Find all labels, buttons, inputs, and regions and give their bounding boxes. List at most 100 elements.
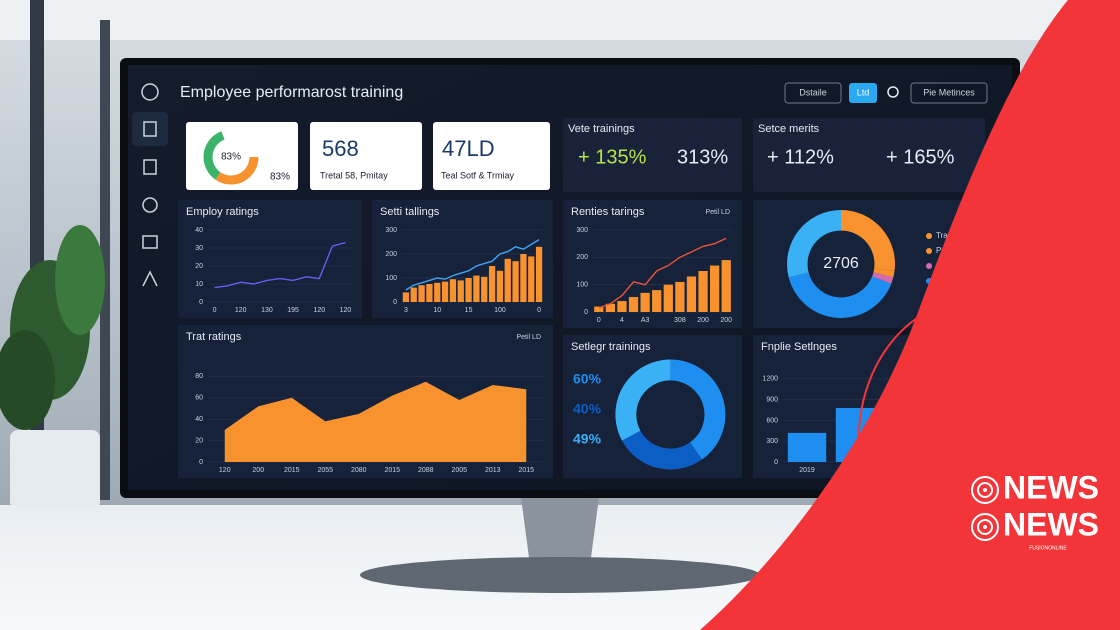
bar [449, 279, 457, 302]
button[interactable] [910, 82, 988, 104]
y-tick-label: 0 [774, 459, 778, 466]
bar [488, 266, 496, 302]
line [405, 239, 540, 291]
bar [686, 276, 697, 312]
x-tick-label: 120 [219, 467, 231, 474]
chart-title: Trat ratings [186, 331, 242, 343]
chart-filter[interactable]: Petil LD [516, 334, 541, 341]
x-tick-label: 2015 [518, 467, 534, 474]
chart-panel [178, 200, 362, 318]
kpi-value: 568 [322, 136, 359, 161]
stat-value: + 112% [767, 146, 834, 168]
y-tick-label: 0 [584, 309, 588, 316]
bar [721, 260, 731, 312]
chart-filter[interactable]: Petil LD [705, 209, 730, 216]
bar [528, 256, 535, 302]
x-tick-label: 10 [433, 307, 441, 314]
y-tick-label: 300 [576, 227, 588, 234]
dashboard-title: Employee performarost training [180, 84, 403, 101]
bar [628, 296, 639, 312]
nav-icon[interactable] [143, 159, 157, 175]
y-tick-label: 300 [385, 227, 397, 234]
y-tick-label: 0 [199, 459, 203, 466]
y-tick-label: 100 [576, 282, 588, 289]
x-tick-label: 2019 [799, 467, 815, 474]
line [214, 241, 346, 289]
logo-tagline: FUSIONONLINE [1029, 545, 1067, 551]
chart-title: Fnplie Setlnges [761, 341, 837, 353]
x-tick-label: 2080 [351, 467, 367, 474]
bar [496, 270, 504, 302]
bar [698, 271, 708, 312]
bar [594, 306, 604, 312]
bar [504, 258, 511, 302]
x-tick-label: 120 [313, 307, 325, 314]
logo-text: NEWS [1003, 506, 1099, 542]
ceiling [0, 0, 1120, 40]
button[interactable] [849, 83, 877, 103]
monitor-stand [520, 490, 600, 565]
bar [402, 292, 410, 302]
x-tick-label: 3 [404, 307, 408, 314]
bar [605, 303, 616, 312]
stat-value: + 165% [886, 146, 955, 168]
gauge [203, 129, 259, 185]
y-tick-label: 100 [385, 275, 397, 282]
x-tick-label: 200 [720, 317, 732, 324]
bar [512, 261, 519, 302]
bar [640, 292, 650, 312]
button[interactable] [784, 82, 842, 104]
bar [617, 301, 627, 312]
stat-value: 313% [677, 146, 728, 168]
x-tick-label: 2015 [284, 467, 300, 474]
gauge [203, 129, 259, 185]
pie-slice [787, 210, 841, 278]
nav-icon[interactable] [142, 235, 158, 249]
bar [441, 281, 449, 302]
button-label: Pie Metinces [923, 87, 975, 97]
x-tick-label: 308 [674, 317, 686, 324]
pie-slice [788, 272, 892, 318]
x-tick-label: 2055 [317, 467, 333, 474]
button-label: Dstaile [799, 87, 827, 97]
x-tick-label: 200 [252, 467, 264, 474]
bar [675, 281, 685, 312]
bar [410, 287, 417, 302]
nav-icon[interactable] [142, 270, 158, 287]
area [224, 381, 527, 462]
y-tick-label: 40 [195, 416, 203, 423]
pie-slice [622, 430, 702, 470]
stat-title: Vete trainings [568, 123, 635, 135]
bar [535, 246, 543, 302]
x-tick-label: 4 [620, 317, 624, 324]
settings-icon[interactable] [141, 83, 159, 101]
legend-swatch [926, 233, 932, 239]
x-tick-label: 2088 [418, 467, 434, 474]
x-tick-label: 120 [235, 307, 247, 314]
chart-title: Setlegr trainings [571, 341, 651, 353]
pie-slice [615, 359, 671, 441]
kpi-note: Teal Sotf & Trmiay [441, 170, 515, 180]
nav-icon[interactable] [142, 197, 158, 213]
logo-text: NEWS [1003, 469, 1099, 505]
y-tick-label: 80 [195, 373, 203, 380]
nav-icon[interactable] [143, 121, 157, 137]
x-tick-label: 0 [537, 307, 541, 314]
button-label: Ltd [857, 87, 870, 97]
search-icon[interactable] [887, 86, 899, 98]
x-tick-label: 2005 [451, 467, 467, 474]
y-tick-label: 20 [195, 263, 203, 270]
x-tick-label: 100 [494, 307, 506, 314]
y-tick-label: 600 [766, 417, 778, 424]
y-tick-label: 900 [766, 396, 778, 403]
monitor-base [360, 557, 760, 593]
bar [787, 432, 827, 462]
kpi-value: 83% [221, 152, 241, 163]
toolbar: Dstaile Ltd Pie Metinces [784, 82, 988, 104]
bar [457, 280, 464, 302]
bar [481, 276, 488, 302]
legend-swatch [926, 248, 932, 254]
y-tick-label: 10 [195, 281, 203, 288]
stat-title: Setce merits [758, 123, 820, 135]
